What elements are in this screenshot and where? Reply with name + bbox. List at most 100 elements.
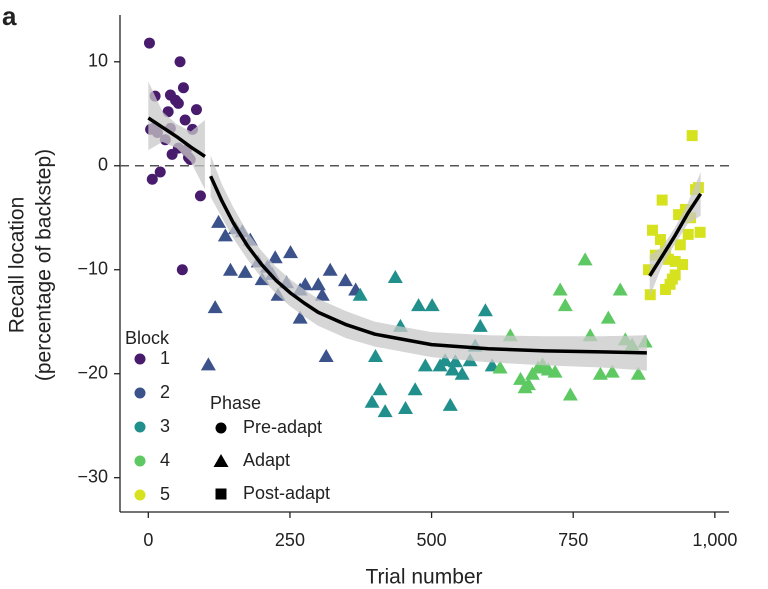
data-point [447,354,463,368]
data-point [297,277,313,291]
data-point [492,360,508,374]
x-tick-label: 1,000 [692,530,737,550]
data-point [177,82,189,94]
data-point [643,264,655,276]
data-point [686,130,698,142]
data-point [669,255,681,267]
data-point [398,401,414,415]
data-point [174,56,186,68]
x-tick-label: 500 [417,530,447,550]
data-point [612,282,628,296]
legend-label: Post-adapt [243,483,330,503]
data-point [207,300,223,314]
legend-marker [134,489,146,501]
data-point [377,404,393,418]
legend-title: Block [125,328,170,348]
data-point [407,382,423,396]
data-point [669,269,681,281]
y-axis-label: Recall location [6,197,29,334]
x-tick-label: 250 [275,530,305,550]
data-point [600,310,616,324]
data-point [176,264,188,276]
data-point [654,234,666,246]
data-point [577,252,593,266]
legend-label: 5 [160,484,170,504]
data-point [352,287,368,301]
y-axis-label: (percentage of backstep) [33,149,56,381]
legend-label: 3 [160,416,170,436]
data-point [562,387,578,401]
legend-marker [213,454,229,467]
legend-label: 4 [160,450,170,470]
data-point [673,209,685,221]
fit-line [147,116,206,158]
data-point [314,287,330,301]
data-point [143,37,155,49]
data-point [367,349,383,363]
legend-label: Adapt [243,450,290,470]
legend-title: Phase [210,393,261,413]
data-point [547,364,563,378]
data-point [190,104,202,116]
data-point [292,310,308,324]
data-point [200,357,216,371]
fit-line [648,192,703,277]
data-point [592,366,608,380]
legend-label: Pre-adapt [243,417,322,437]
legend-marker [215,422,227,434]
data-point [454,366,470,380]
data-point [387,270,403,284]
data-point [364,394,380,408]
data-point [146,173,158,185]
data-point [604,364,620,378]
data-point [520,377,536,391]
y-tick-label: 0 [98,155,108,175]
data-point [477,303,493,317]
data-point [682,228,694,240]
data-point [647,224,659,236]
legend-marker [215,488,227,500]
data-point [417,358,433,372]
data-point [411,298,427,312]
legend-marker [134,421,146,433]
data-point [694,226,706,238]
legend-marker [134,387,146,399]
data-point [424,298,440,312]
data-point [310,277,326,291]
data-point [664,278,676,290]
data-point [674,239,686,251]
data-point [172,97,184,109]
data-point [445,362,461,376]
y-tick-label: 10 [88,51,108,71]
data-point [552,282,568,296]
data-point [677,259,689,271]
y-tick-label: −10 [77,258,108,278]
x-tick-label: 750 [558,530,588,550]
data-point [222,262,238,276]
data-point [472,318,488,332]
x-axis-label: Trial number [365,566,482,589]
data-point [154,166,166,178]
data-point [166,148,178,160]
data-point [283,245,299,259]
x-tick-label: 0 [143,530,153,550]
confidence-band [210,155,647,371]
data-point [372,382,388,396]
legend-label: 1 [160,348,170,368]
legend-label: 2 [160,382,170,402]
data-point [437,353,453,367]
data-point [322,262,338,276]
legend-marker [134,353,146,365]
data-point [211,214,227,228]
data-point [630,366,646,380]
y-tick-label: −30 [77,466,108,486]
y-tick-label: −20 [77,362,108,382]
data-point [194,190,206,202]
data-point [318,349,334,363]
data-point [656,194,668,206]
data-point [557,298,573,312]
legend-marker [134,455,146,467]
data-point [237,264,253,278]
fit-line [209,175,647,355]
